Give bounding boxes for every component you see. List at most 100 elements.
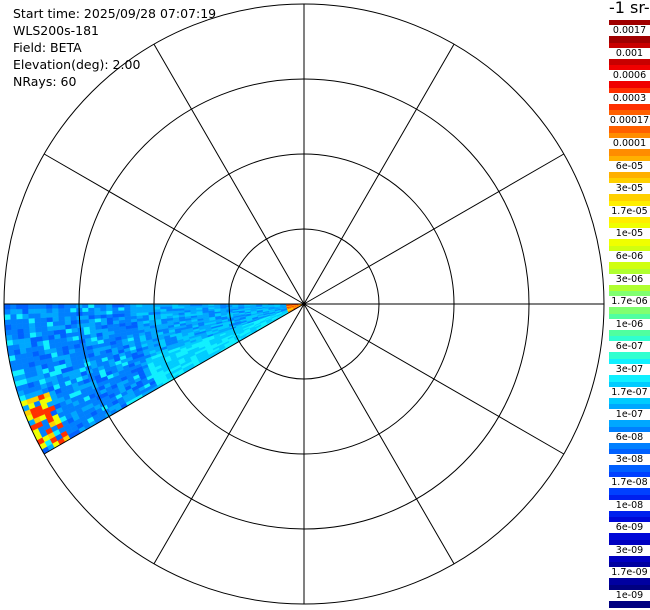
azimuth-spoke: [303, 303, 565, 455]
colorbar-tick-label: 1e-06: [609, 318, 650, 330]
sector-cell: [28, 327, 36, 334]
sector-cell: [39, 303, 47, 309]
sector-cell: [3, 308, 11, 315]
colorbar-tick-label: 1.7e-06: [609, 296, 650, 308]
sector-cell: [10, 318, 17, 325]
sector-cell: [106, 317, 113, 322]
sector-cell: [29, 336, 37, 343]
colorbar-tick-label: 3e-06: [609, 273, 650, 285]
sector-cell: [51, 312, 59, 318]
sector-cell: [16, 328, 24, 335]
sector-cell: [33, 313, 41, 319]
sector-cell: [183, 305, 191, 309]
sector-cell: [99, 303, 107, 308]
sector-cell: [41, 330, 49, 337]
sector-cell: [28, 322, 36, 329]
azimuth-spoke: [153, 43, 305, 305]
sector-cell: [100, 314, 107, 319]
sector-cell: [141, 309, 149, 313]
sector-cell: [9, 303, 17, 310]
sector-cell: [3, 303, 11, 310]
sector-cell: [27, 308, 35, 314]
sector-cell: [93, 303, 101, 308]
sector-cell: [34, 322, 42, 328]
colorbar-tick-label: 0.0003: [609, 92, 650, 104]
colorbar-tick-label: 1e-09: [609, 590, 650, 601]
colorbar-tick-label: 1e-05: [609, 228, 650, 240]
sector-cell: [46, 321, 54, 327]
sector-cell: [45, 308, 53, 314]
sector-cell: [27, 313, 35, 319]
data-sector: [3, 303, 305, 455]
sector-cell: [136, 312, 143, 316]
sector-cell: [81, 307, 89, 312]
sector-cell: [105, 307, 113, 312]
colorbar-tick-label: 3e-07: [609, 364, 650, 375]
sector-cell: [82, 322, 90, 328]
polar-grid: [3, 3, 605, 605]
sector-cell: [177, 305, 185, 309]
colorbar-tick-label: 1e-08: [609, 499, 650, 511]
sector-cell: [94, 318, 101, 323]
sector-cell: [64, 320, 72, 326]
sector-cell: [17, 338, 25, 345]
sector-cell: [47, 330, 55, 336]
sector-cell: [147, 306, 155, 310]
colorbar-tick-label: 1e-07: [609, 409, 650, 421]
sector-cell: [153, 308, 161, 313]
sector-cell: [51, 308, 59, 314]
sector-cell: [58, 324, 66, 330]
sector-cell: [52, 316, 59, 322]
sector-cell: [129, 309, 137, 314]
colorbar-title: -1 sr-: [609, 0, 650, 17]
sector-cell: [4, 329, 12, 336]
sector-cell: [135, 309, 143, 314]
sector-cell: [123, 306, 131, 311]
sector-cell: [15, 313, 23, 320]
sector-cell: [111, 307, 119, 311]
colorbar-tick-label: 1.7e-05: [609, 205, 650, 217]
sector-cell: [112, 313, 119, 318]
sector-cell: [40, 317, 47, 323]
colorbar-tick-label: 0.0017: [609, 25, 650, 36]
sector-cell: [189, 305, 197, 309]
sector-cell: [59, 328, 67, 335]
sector-cell: [15, 308, 23, 315]
sector-cell: [94, 314, 101, 319]
colorbar-tick-label: 1.7e-09: [609, 567, 650, 579]
colorbar-tick-label: 1.7e-08: [609, 477, 650, 488]
sector-cell: [129, 306, 137, 311]
sector-cell: [9, 313, 17, 320]
sector-cell: [111, 303, 119, 308]
sector-cell: [81, 311, 89, 316]
sector-cell: [4, 324, 12, 331]
sector-cell: [135, 306, 143, 311]
sector-cell: [118, 313, 125, 318]
sector-cell: [123, 309, 131, 314]
sector-cell: [88, 318, 96, 324]
sector-cell: [87, 307, 95, 312]
sector-cell: [165, 308, 173, 312]
sector-cell: [153, 306, 161, 310]
sector-cell: [45, 303, 53, 309]
sector-cell: [22, 318, 29, 324]
sector-cell: [28, 317, 35, 324]
colorbar-tick-label: 0.0001: [609, 138, 650, 149]
sector-cell: [63, 303, 71, 309]
sector-cell: [64, 316, 71, 321]
colorbar-tick-label: 3e-09: [609, 544, 650, 556]
colorbar-tick-label: 6e-06: [609, 251, 650, 262]
sector-cell: [81, 303, 89, 309]
sector-cell: [11, 338, 20, 346]
colorbar-tick-label: 6e-07: [609, 341, 650, 353]
sector-cell: [82, 315, 89, 320]
sector-cell: [58, 316, 65, 322]
sector-cell: [87, 303, 95, 308]
sector-cell: [21, 313, 29, 319]
sector-cell: [100, 317, 107, 322]
sector-cell: [99, 310, 107, 315]
sector-cell: [63, 307, 71, 313]
sector-cell: [11, 333, 19, 341]
sector-cell: [88, 322, 96, 327]
sector-cell: [23, 337, 31, 344]
